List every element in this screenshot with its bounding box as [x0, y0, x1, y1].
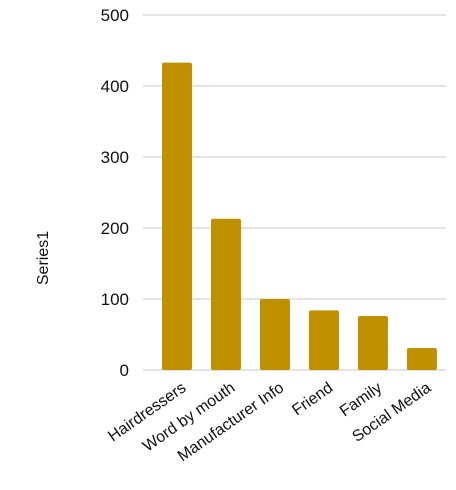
gridlines — [143, 14, 446, 371]
bar — [162, 62, 192, 370]
y-tick-label: 0 — [120, 361, 129, 380]
x-category-label: Friend — [289, 379, 336, 419]
bar — [210, 218, 241, 370]
bars — [162, 62, 437, 370]
y-tick-label: 100 — [101, 290, 129, 309]
bar — [357, 316, 388, 370]
y-tick-label: 200 — [101, 219, 129, 238]
y-axis-ticks: 0 100 200 300 400 500 — [101, 6, 129, 380]
y-tick-label: 500 — [101, 6, 129, 25]
y-tick-label: 300 — [101, 148, 129, 167]
y-axis-title: Series1 — [35, 231, 52, 285]
bar — [406, 347, 437, 370]
bar — [259, 299, 290, 370]
y-tick-label: 400 — [101, 77, 129, 96]
bar — [308, 310, 339, 370]
